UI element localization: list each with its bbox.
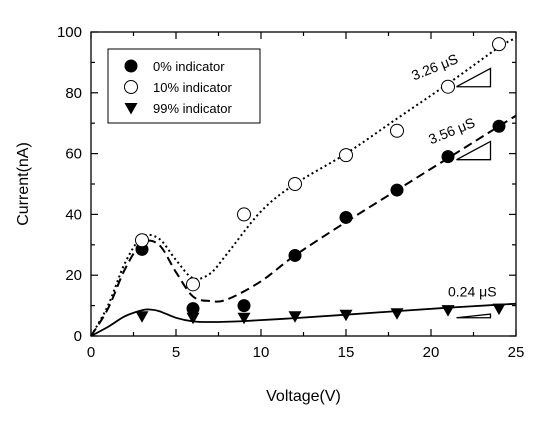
data-point-series-0 — [441, 150, 455, 164]
y-tick-label: 20 — [65, 267, 82, 284]
fit-curve-dashed — [90, 114, 517, 337]
x-tick-label: 10 — [253, 344, 270, 361]
legend-label: 0% indicator — [153, 59, 225, 74]
x-tick-label: 0 — [87, 344, 95, 361]
fit-curve-solid — [90, 302, 517, 337]
data-point-series-0 — [390, 183, 404, 197]
data-point-series-2 — [135, 311, 149, 323]
data-point-series-1 — [288, 177, 302, 191]
data-point-series-1 — [390, 123, 404, 138]
data-point-series-2 — [339, 309, 353, 322]
tick-labels: 0 5 10 15 20 25 0 20 40 60 80 100 — [57, 24, 524, 361]
slope-triangles — [456, 67, 492, 319]
legend-marker — [124, 59, 138, 73]
axis-ticks — [90, 31, 517, 337]
legend-marker — [124, 103, 138, 115]
data-point-series-0 — [288, 248, 302, 262]
y-tick-label: 100 — [57, 24, 82, 41]
fit-curve-dotted — [90, 37, 517, 337]
data-point-series-2 — [237, 312, 251, 325]
data-point-series-2 — [441, 305, 455, 317]
data-point-series-1 — [186, 277, 200, 292]
slope-annotation: 0.24 μS — [448, 283, 497, 299]
slope-triangle — [456, 140, 492, 161]
legend: 0% indicator 10% indicator 99% indicator — [107, 48, 261, 124]
data-point-series-1 — [441, 79, 455, 94]
x-axis-title: Voltage(V) — [266, 388, 341, 405]
legend-label: 99% indicator — [153, 101, 232, 116]
x-tick-label: 20 — [423, 344, 440, 361]
x-tick-label: 5 — [172, 344, 180, 361]
data-point-series-0 — [339, 210, 353, 224]
data-point-series-1 — [339, 148, 353, 163]
data-point-series-0 — [237, 299, 251, 313]
data-point-series-2 — [492, 303, 506, 316]
data-point-series-1 — [135, 233, 149, 248]
legend-marker — [124, 80, 138, 94]
data-point-series-2 — [288, 311, 302, 323]
y-tick-label: 80 — [65, 85, 82, 102]
data-point-series-0 — [492, 119, 506, 133]
legend-label: 10% indicator — [153, 80, 232, 95]
data-point-series-1 — [237, 207, 251, 222]
y-tick-label: 0 — [74, 328, 82, 345]
data-markers — [135, 37, 506, 325]
x-tick-label: 15 — [338, 344, 355, 361]
data-point-series-1 — [492, 37, 506, 52]
slope-annotation: 3.56 μS — [426, 114, 477, 147]
x-tick-label: 25 — [508, 344, 525, 361]
y-axis-title: Current(nA) — [15, 142, 32, 226]
slope-triangle — [456, 313, 492, 319]
data-point-series-2 — [390, 308, 404, 320]
y-tick-label: 40 — [65, 206, 82, 223]
data-point-series-0 — [186, 302, 200, 316]
y-tick-label: 60 — [65, 146, 82, 163]
data-point-series-2 — [186, 312, 200, 325]
fit-curves — [90, 37, 517, 337]
slope-annotation: 3.26 μS — [409, 50, 460, 83]
slope-triangle — [456, 67, 492, 88]
